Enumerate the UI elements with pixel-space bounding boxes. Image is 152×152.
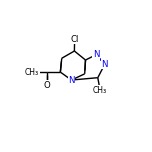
Text: O: O xyxy=(44,81,51,90)
Text: Cl: Cl xyxy=(70,35,79,44)
Text: CH₃: CH₃ xyxy=(25,68,39,77)
Text: O: O xyxy=(32,68,39,77)
Text: N: N xyxy=(102,60,108,69)
Text: CH₃: CH₃ xyxy=(93,86,107,95)
Text: N: N xyxy=(93,50,99,59)
Text: N: N xyxy=(68,76,75,85)
